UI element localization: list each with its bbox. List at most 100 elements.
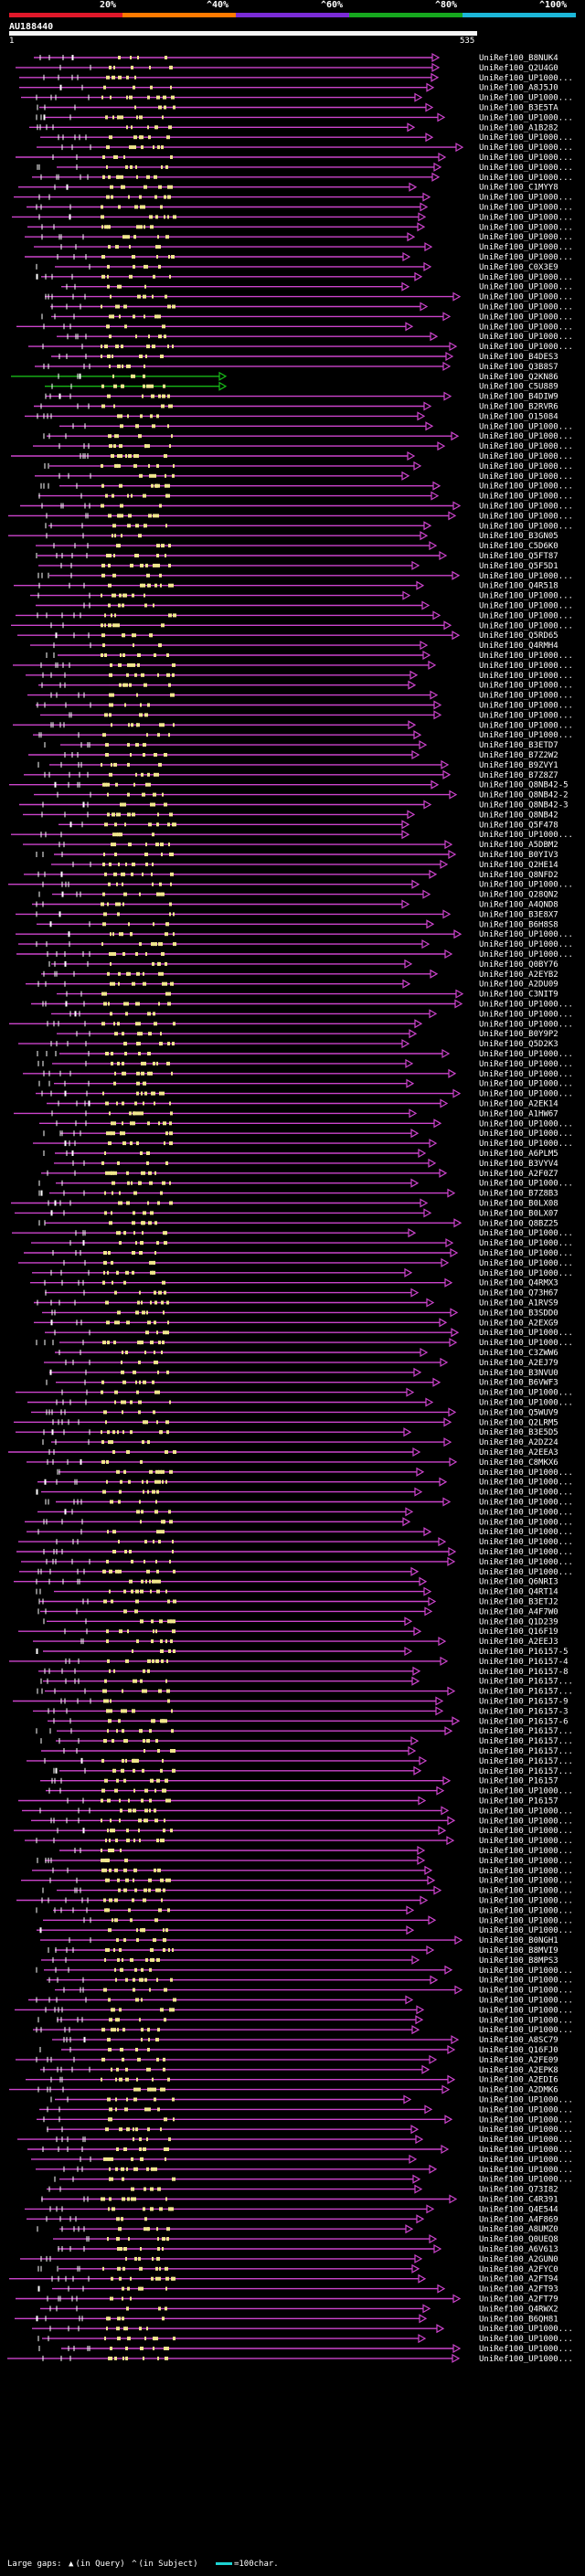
hit-label[interactable]: UniRef100_UP1000...: [479, 1867, 573, 1876]
hit-label[interactable]: UniRef100_UP1000...: [479, 323, 573, 332]
hit-label[interactable]: UniRef100_A2DU09: [479, 981, 558, 990]
hit-row[interactable]: UniRef100_A2EEJ3: [33, 1637, 558, 1647]
hit-label[interactable]: UniRef100_P16157...: [479, 1737, 573, 1746]
hit-row[interactable]: UniRef100_Q8BZ25: [38, 1218, 558, 1228]
hit-row[interactable]: UniRef100_UP1000...: [9, 1019, 573, 1029]
hit-row[interactable]: UniRef100_UP1000...: [40, 481, 573, 492]
hit-label[interactable]: UniRef100_UP1000...: [479, 503, 573, 512]
hit-row[interactable]: UniRef100_P16157...: [53, 1765, 573, 1776]
hit-row[interactable]: UniRef100_UP1000...: [20, 501, 573, 512]
hit-label[interactable]: UniRef100_UP1000...: [479, 253, 573, 262]
hit-label[interactable]: UniRef100_UP1000...: [479, 881, 573, 890]
hit-label[interactable]: UniRef100_UP1000...: [479, 1558, 573, 1567]
hit-label[interactable]: UniRef100_UP1000...: [479, 672, 573, 681]
hit-row[interactable]: UniRef100_B4DES3: [51, 351, 558, 362]
hit-row[interactable]: UniRef100_UP1000...: [25, 232, 573, 242]
hit-row[interactable]: UniRef100_UP1000...: [37, 143, 573, 153]
hit-label[interactable]: UniRef100_B7Z2W2: [479, 751, 558, 760]
hit-label[interactable]: UniRef100_A8J5J0: [479, 84, 558, 93]
hit-label[interactable]: UniRef100_Q16F19: [479, 1627, 558, 1637]
hit-row[interactable]: UniRef100_Q4RT14: [36, 1586, 558, 1597]
hit-row[interactable]: UniRef100_UP1000...: [46, 650, 573, 661]
hit-row[interactable]: UniRef100_B0LX08: [11, 1198, 558, 1209]
hit-row[interactable]: UniRef100_Q3B8S7: [35, 361, 558, 372]
hit-row[interactable]: UniRef100_Q4RWX2: [40, 2304, 558, 2314]
hit-row[interactable]: UniRef100_A2FE09: [16, 2054, 558, 2065]
hit-label[interactable]: UniRef100_A2EDI6: [479, 2076, 558, 2085]
hit-label[interactable]: UniRef100_B3E5TA: [479, 104, 558, 113]
hit-label[interactable]: UniRef100_UP1000...: [479, 1229, 573, 1238]
hit-row[interactable]: UniRef100_UP1000...: [19, 1566, 573, 1577]
hit-label[interactable]: UniRef100_UP1000...: [479, 2115, 573, 2125]
hit-label[interactable]: UniRef100_B0NGH1: [479, 1936, 558, 1945]
hit-label[interactable]: UniRef100_A2EEA3: [479, 1448, 558, 1458]
hit-label[interactable]: UniRef100_UP1000...: [479, 462, 573, 472]
hit-label[interactable]: UniRef100_B3ETD7: [479, 741, 558, 750]
hit-label[interactable]: UniRef100_UP1000...: [479, 2345, 573, 2354]
hit-label[interactable]: UniRef100_A8SC79: [479, 2036, 558, 2045]
hit-row[interactable]: UniRef100_UP1000...: [45, 1497, 573, 1508]
hit-row[interactable]: UniRef100_Q16FJ0: [39, 2044, 558, 2055]
hit-label[interactable]: UniRef100_B9ZVY1: [479, 761, 558, 770]
hit-row[interactable]: UniRef100_Q2KN86: [11, 371, 558, 382]
hit-row[interactable]: UniRef100_P16157...: [41, 1745, 573, 1756]
hit-label[interactable]: UniRef100_B8NUK4: [479, 54, 558, 63]
hit-label[interactable]: UniRef100_UP1000...: [479, 1269, 573, 1278]
hit-label[interactable]: UniRef100_UP1000...: [479, 2136, 573, 2145]
hit-row[interactable]: UniRef100_Q4RMH4: [30, 641, 558, 651]
hit-label[interactable]: UniRef100_UP1000...: [479, 343, 573, 352]
hit-label[interactable]: UniRef100_B0YIV3: [479, 851, 558, 860]
hit-row[interactable]: UniRef100_UP1000...: [37, 162, 573, 173]
hit-label[interactable]: UniRef100_UP1000...: [479, 154, 573, 163]
hit-label[interactable]: UniRef100_Q73I82: [479, 2186, 558, 2195]
hit-row[interactable]: UniRef100_C1MYY8: [18, 182, 558, 193]
hit-label[interactable]: UniRef100_B3E5D5: [479, 1428, 558, 1437]
hit-label[interactable]: UniRef100_UP1000...: [479, 1977, 573, 1986]
hit-row[interactable]: UniRef100_UP1000...: [27, 690, 573, 701]
hit-label[interactable]: UniRef100_UP1000...: [479, 204, 573, 213]
hit-row[interactable]: UniRef100_Q0BY76: [48, 959, 558, 970]
hit-row[interactable]: UniRef100_Q2U4G0: [16, 62, 558, 73]
hit-row[interactable]: UniRef100_B7Z2W2: [28, 749, 558, 760]
hit-label[interactable]: UniRef100_A2EK14: [479, 1100, 558, 1109]
hit-row[interactable]: UniRef100_A2DZ24: [42, 1437, 558, 1447]
hit-label[interactable]: UniRef100_UP1000...: [479, 1329, 573, 1338]
hit-label[interactable]: UniRef100_B3VYV4: [479, 1160, 558, 1169]
hit-label[interactable]: UniRef100_UP1000...: [479, 174, 573, 183]
hit-label[interactable]: UniRef100_C4R391: [479, 2196, 558, 2205]
hit-label[interactable]: UniRef100_UP1000...: [479, 313, 573, 322]
hit-row[interactable]: UniRef100_A5DBM2: [23, 840, 558, 850]
hit-row[interactable]: UniRef100_UP1000...: [40, 133, 573, 143]
hit-row[interactable]: UniRef100_O15084: [25, 411, 558, 421]
hit-row[interactable]: UniRef100_C4R391: [41, 2194, 558, 2205]
hit-row[interactable]: UniRef100_UP1000...: [47, 1975, 573, 1986]
hit-row[interactable]: UniRef100_C0X3E9: [36, 261, 558, 272]
hit-row[interactable]: UniRef100_UP1000...: [38, 2343, 573, 2354]
hit-label[interactable]: UniRef100_UP1000...: [479, 2006, 573, 2015]
hit-row[interactable]: UniRef100_Q6NRI3: [14, 1576, 558, 1587]
hit-row[interactable]: UniRef100_UP1000...: [36, 271, 573, 282]
hit-row[interactable]: UniRef100_UP1000...: [18, 1537, 573, 1547]
hit-label[interactable]: UniRef100_A2EXG9: [479, 1319, 558, 1328]
hit-row[interactable]: UniRef100_P16157: [18, 1796, 558, 1807]
hit-label[interactable]: UniRef100_P16157...: [479, 1688, 573, 1697]
hit-label[interactable]: UniRef100_O15084: [479, 412, 558, 421]
hit-row[interactable]: UniRef100_B3E5D5: [16, 1427, 558, 1437]
hit-label[interactable]: UniRef100_UP1000...: [479, 194, 573, 203]
hit-label[interactable]: UniRef100_B8MPS3: [479, 1956, 558, 1966]
hit-label[interactable]: UniRef100_A1RVS9: [479, 1299, 558, 1309]
hit-label[interactable]: UniRef100_P16157-9: [479, 1698, 569, 1707]
hit-label[interactable]: UniRef100_UP1000...: [479, 1129, 573, 1139]
hit-row[interactable]: UniRef100_UP1000...: [18, 1257, 573, 1268]
hit-label[interactable]: UniRef100_B3ETJ2: [479, 1598, 558, 1607]
hit-row[interactable]: UniRef100_A2EEA3: [8, 1447, 558, 1458]
hit-row[interactable]: UniRef100_Q5WUV9: [31, 1407, 558, 1417]
hit-row[interactable]: UniRef100_UP1000...: [37, 2015, 573, 2025]
hit-row[interactable]: UniRef100_Q0UEQ8: [53, 2234, 558, 2244]
hit-label[interactable]: UniRef100_UP1000...: [479, 1001, 573, 1010]
hit-row[interactable]: UniRef100_UP1000...: [25, 1517, 573, 1527]
hit-label[interactable]: UniRef100_A2EJ79: [479, 1359, 558, 1368]
hit-label[interactable]: UniRef100_UP1000...: [479, 1887, 573, 1896]
hit-label[interactable]: UniRef100_UP1000...: [479, 2146, 573, 2155]
hit-label[interactable]: UniRef100_UP1000...: [479, 2176, 573, 2185]
